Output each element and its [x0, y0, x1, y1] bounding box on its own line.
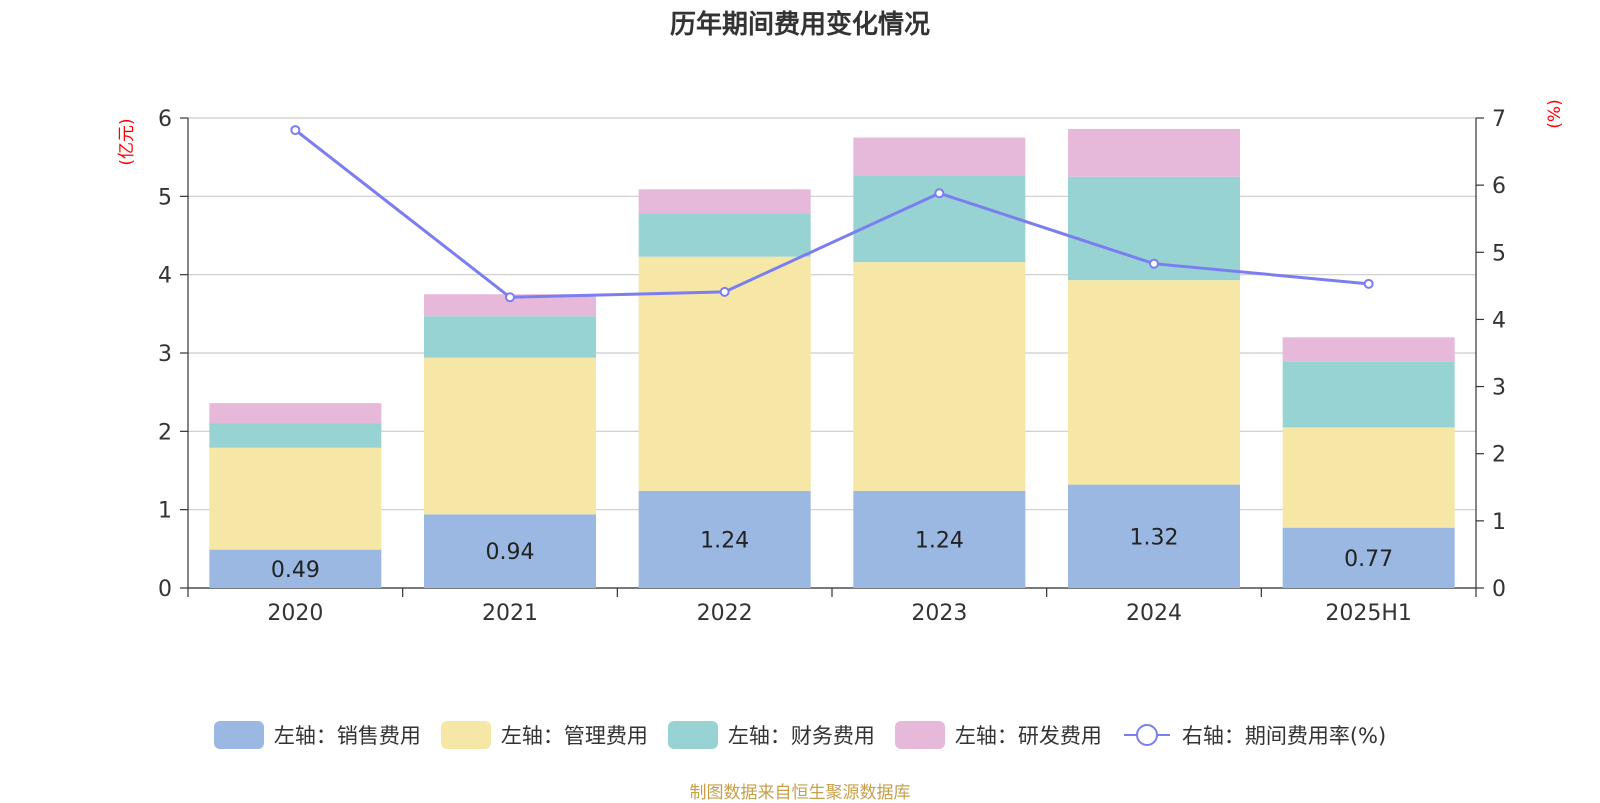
legend-label-expense-ratio: 右轴：期间费用率(%) [1181, 724, 1387, 748]
right-axis-tick-label: 7 [1492, 107, 1506, 132]
legend-item-rnd[interactable]: 左轴：研发费用 [894, 720, 1102, 750]
x-axis-tick-label: 2024 [1126, 601, 1182, 626]
bar-segment [638, 189, 811, 214]
bar-segment [1282, 361, 1455, 428]
legend-swatch-sales [213, 721, 264, 749]
bar-segment [424, 357, 596, 515]
bar-segment [1282, 337, 1455, 362]
legend-label-rnd: 左轴：研发费用 [954, 724, 1102, 748]
x-axis-tick-label: 2020 [267, 601, 323, 626]
bar-data-label: 0.94 [486, 540, 535, 565]
bar-segment [209, 423, 382, 448]
legend-item-finance[interactable]: 左轴：财务费用 [667, 720, 875, 750]
bar-data-label: 1.24 [700, 528, 749, 553]
expense-ratio-point [934, 188, 945, 199]
right-axis-tick-label: 3 [1492, 376, 1506, 401]
legend-swatch-rnd [894, 721, 945, 749]
left-axis-tick-label: 6 [158, 107, 172, 132]
bar-segment [424, 514, 596, 588]
bar-data-label: 1.24 [915, 528, 964, 553]
x-axis-tick-label: 2025H1 [1325, 601, 1412, 626]
chart-legend: 左轴：销售费用 左轴：管理费用 左轴：财务费用 左轴：研发费用 右轴：期间费用率… [0, 718, 1600, 752]
bar-segment [1282, 527, 1455, 588]
right-axis-tick-label: 6 [1492, 174, 1506, 199]
bar-segment [1068, 128, 1240, 177]
left-axis-tick-label: 0 [158, 577, 172, 602]
bar-segment [1068, 280, 1240, 485]
legend-item-sales[interactable]: 左轴：销售费用 [213, 720, 421, 750]
left-axis-tick-label: 2 [158, 420, 172, 445]
source-note: 制图数据来自恒生聚源数据库 [689, 783, 911, 803]
bar-segment [1282, 427, 1455, 528]
right-axis-tick-label: 5 [1492, 241, 1506, 266]
x-axis-tick-label: 2022 [697, 601, 753, 626]
chart-title: 历年期间费用变化情况 [669, 10, 930, 40]
bar-segment [853, 490, 1026, 588]
x-axis-tick-label: 2021 [482, 601, 538, 626]
bar-segment [1068, 484, 1240, 588]
right-axis-label: (%) [1545, 99, 1565, 128]
bar-data-label: 0.49 [271, 558, 320, 583]
expense-ratio-point [505, 292, 515, 303]
expense-ratio-point [1149, 258, 1159, 269]
bar-segment [209, 549, 382, 588]
bar-data-label: 0.77 [1344, 547, 1393, 572]
x-axis-tick-label: 2023 [911, 601, 967, 626]
bar-segment [638, 490, 811, 588]
right-axis-tick-label: 1 [1492, 510, 1506, 535]
legend-swatch-expense-ratio [1123, 724, 1170, 746]
bar-segment [424, 294, 596, 317]
right-axis-tick-label: 4 [1492, 308, 1506, 333]
expense-ratio-point [1363, 278, 1374, 289]
left-axis-tick-label: 3 [158, 342, 172, 367]
expense-ratio-point [290, 125, 301, 136]
right-axis-tick-label: 0 [1492, 577, 1506, 602]
bar-segment [638, 213, 811, 257]
legend-swatch-admin [440, 721, 491, 749]
bar-data-label: 1.32 [1130, 525, 1179, 550]
bar-segment [424, 316, 596, 358]
bar-segment [209, 447, 382, 550]
legend-item-expense-ratio[interactable]: 右轴：期间费用率(%) [1122, 720, 1386, 750]
legend-label-admin: 左轴：管理费用 [500, 724, 648, 748]
left-axis-tick-label: 5 [158, 185, 172, 210]
legend-label-sales: 左轴：销售费用 [273, 724, 421, 748]
bar-segment [209, 403, 382, 424]
expense-ratio-line [294, 128, 1369, 299]
right-axis-tick-label: 2 [1492, 443, 1506, 468]
left-axis-tick-label: 4 [158, 264, 172, 289]
legend-item-admin[interactable]: 左轴：管理费用 [440, 720, 648, 750]
bar-segment [853, 262, 1026, 491]
left-axis-label: (亿元) [117, 118, 137, 165]
left-axis-tick-label: 1 [158, 499, 172, 524]
expense-ratio-point [719, 286, 730, 297]
legend-label-finance: 左轴：财务费用 [727, 724, 875, 748]
bar-segment [853, 137, 1026, 176]
legend-swatch-finance [667, 721, 718, 749]
